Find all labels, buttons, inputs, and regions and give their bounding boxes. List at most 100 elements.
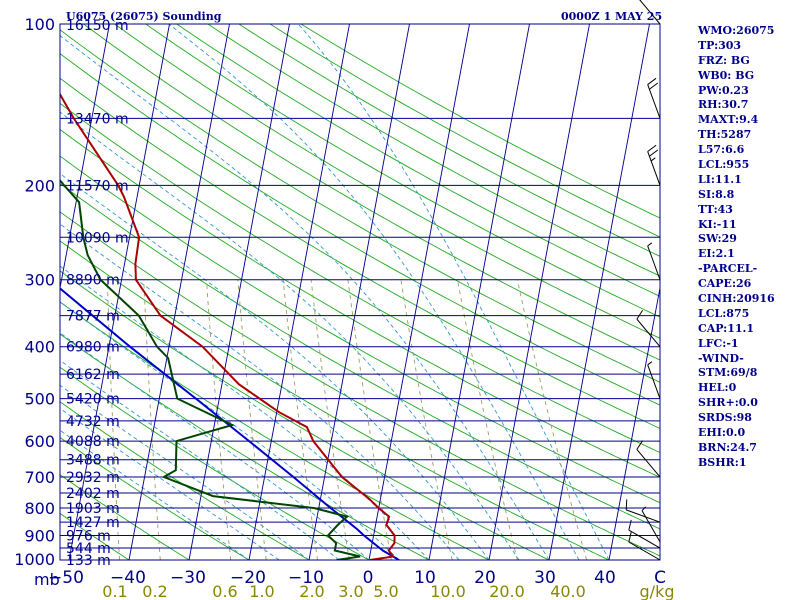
height-tick-label: 2402 m [66,486,120,502]
index-value: SI:8.8 [698,187,735,201]
wind-barb-flag [647,77,657,85]
wind-barb-staff [636,318,661,348]
height-tick-label: 6980 m [66,340,120,356]
index-value: SRDS:98 [698,411,752,425]
index-value: LCL:875 [698,306,750,320]
temperature-tick-label: −50 [48,568,84,588]
height-tick-label: 4088 m [66,434,120,450]
pressure-tick-label: 300 [24,271,55,290]
moist-adiabat-line [60,429,250,560]
indices-panel: WMO:26075 TP:303 FRZ: BG WB0: BG PW:0.23 RH:3… [698,24,798,471]
height-tick-label: 11570 m [66,178,129,194]
height-tick-label: 5420 m [66,392,120,408]
wind-barb-flag [649,82,659,90]
height-tick-label: 976 m [66,528,111,544]
index-value: LCL:955 [698,158,750,172]
mixing-ratio-line [516,279,588,560]
index-value: -PARCEL- [698,262,758,276]
mixing-ratio-tick-label: 0.6 [212,582,237,600]
index-value: CAPE:26 [698,277,752,291]
height-tick-label: 4732 m [66,414,120,430]
wind-barb [636,440,661,478]
index-value: BSHR:1 [698,455,747,469]
wind-barb-half-flag [641,506,646,512]
index-value: LFC:-1 [698,336,739,350]
wind-barb-staff [647,364,661,399]
index-value: STM:69/8 [698,366,758,380]
isotherm-line [548,24,650,560]
wind-barb-flag [628,531,632,543]
isotherm-line [188,24,290,560]
index-value: WB0: BG [698,68,755,82]
temperature-tick-label: −10 [288,568,324,588]
wind-barb-flag [625,499,628,510]
pressure-tick-label: 700 [24,468,55,487]
height-tick-label: 133 m [66,553,111,569]
wind-barb-staff [636,449,661,478]
wind-barb-staff [628,541,661,561]
isotherm-line [68,24,170,560]
wind-barb-half-flag [650,157,656,162]
pressure-tick-label: 600 [24,432,55,451]
height-tick-label: 8890 m [66,273,120,289]
mixing-ratio-line [457,279,518,560]
wind-barb-flag [649,149,659,157]
pressure-tick-label: 800 [24,499,55,518]
wind-barb-staff [647,151,661,186]
mixing-ratio-tick-label: 20.0 [489,582,525,600]
isotherm-line [248,24,350,560]
isotherm-line [308,24,410,560]
index-value: TT:43 [698,202,733,216]
wind-barb-flag [647,144,657,152]
isotherm-line [128,24,230,560]
temperature-tick-label: 20 [474,568,496,588]
index-value: KI:-11 [698,217,737,231]
wind-barb-staff [641,510,661,543]
index-value: BRN:24.7 [698,440,757,454]
wind-barb [625,499,661,523]
temperature-tick-label: 0 [363,568,374,588]
wind-barb [647,242,661,280]
temperature-tick-label: 30 [534,568,556,588]
isotherm-line [428,24,530,560]
index-value: SW:29 [698,232,737,246]
index-value: MAXT:9.4 [698,113,759,127]
wind-barb [647,77,661,119]
moist-adiabat-line [60,359,340,560]
index-value: SHR+:0.0 [698,396,758,410]
index-value: FRZ: BG [698,53,750,67]
dry-adiabat-line [60,128,660,478]
wind-barb [647,144,661,186]
temperature-tick-label: 40 [594,568,616,588]
mixing-ratio-tick-label: 40.0 [550,582,586,600]
wind-barb [639,0,661,25]
height-tick-label: 544 m [66,541,111,557]
wind-barb [647,361,661,399]
wind-barb-staff [628,529,661,549]
wind-barb-flag [628,519,632,531]
temperature-tick-label: C [654,568,666,588]
mixing-ratio-line [143,279,161,560]
background-lines [60,24,660,560]
temperature-tick-label: 10 [414,568,436,588]
wind-barb-staff [647,84,661,119]
index-value: CAP:11.1 [698,321,755,335]
wind-barb [636,310,661,348]
wind-barb-staff [639,0,661,25]
wind-barb-half-flag [647,361,653,366]
mixing-ratio-tick-label: 0.2 [142,582,167,600]
pressure-tick-label: 500 [24,390,55,409]
isotherm-line [60,24,110,291]
wind-barb-flag [636,440,644,450]
pressure-tick-label: 900 [24,526,55,545]
height-tick-label: 7877 m [66,309,120,325]
mixing-ratio-tick-label: 10.0 [430,582,466,600]
mixing-ratio-tick-label: 0.1 [102,582,127,600]
temperature-tick-label: −30 [170,568,206,588]
height-tick-label: 10090 m [66,230,129,246]
index-value: TP:303 [698,38,742,52]
isotherm-line [488,24,590,560]
index-value: CINH:20916 [698,292,775,306]
